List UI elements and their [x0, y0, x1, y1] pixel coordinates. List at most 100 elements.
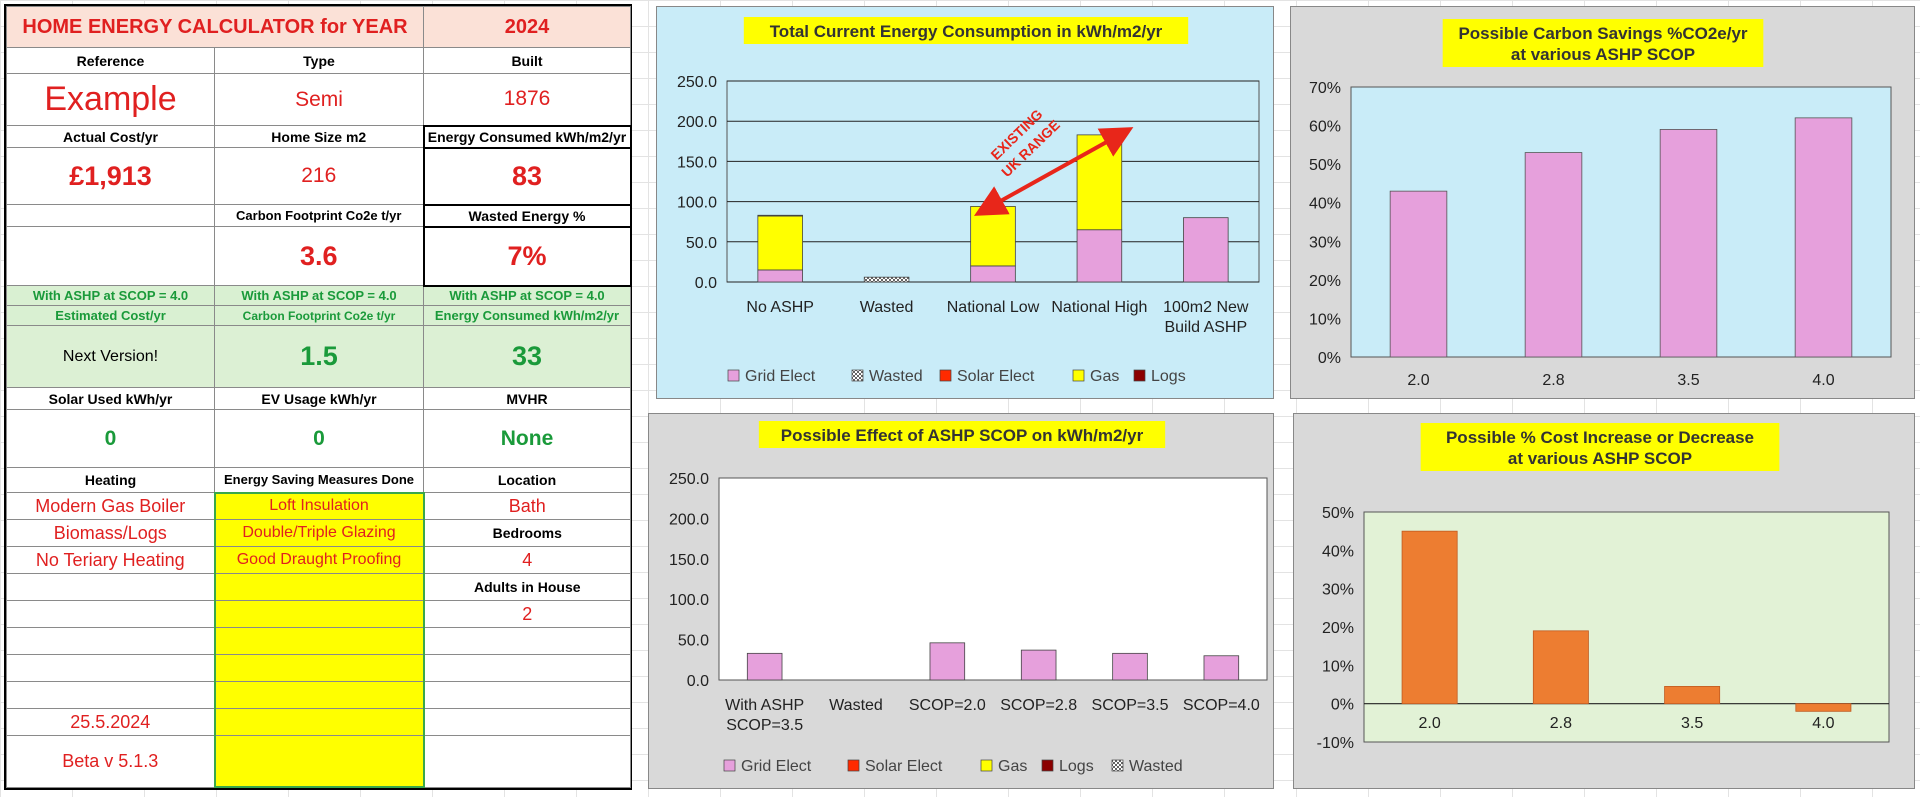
bar-segment: [863, 276, 910, 283]
measure-empty[interactable]: [213, 735, 425, 788]
ashp-energy-label[interactable]: Energy Consumed kWh/m2/yr: [423, 305, 631, 326]
ashp-carbon-label[interactable]: Carbon Footprint Co2e t/yr: [214, 305, 424, 326]
chart-title: Total Current Energy Consumption in kWh/…: [770, 22, 1163, 41]
year-cell[interactable]: 2024: [423, 6, 631, 48]
carbon-value[interactable]: 3.6: [214, 226, 424, 286]
built-label[interactable]: Built: [423, 47, 631, 74]
legend-swatch: [1041, 759, 1054, 772]
measure-empty[interactable]: [213, 627, 425, 655]
location-label[interactable]: Location: [423, 467, 631, 493]
y-tick-label: 100.0: [669, 592, 709, 609]
home-size-label[interactable]: Home Size m2: [214, 125, 424, 148]
blank-cell[interactable]: [6, 681, 215, 709]
reference-value[interactable]: Example: [6, 73, 215, 126]
wasted-label[interactable]: Wasted Energy %: [422, 203, 632, 228]
measure-3[interactable]: Good Draught Proofing: [213, 546, 425, 574]
blank-cell[interactable]: [6, 600, 215, 628]
bar-segment: [970, 206, 1016, 267]
blank-cell[interactable]: [423, 627, 631, 655]
measure-empty[interactable]: [213, 654, 425, 682]
home-size-value[interactable]: 216: [214, 147, 424, 205]
measure-empty[interactable]: [213, 708, 425, 736]
chart-scop-effect[interactable]: Possible Effect of ASHP SCOP on kWh/m2/y…: [648, 413, 1274, 789]
x-tick-label: Build ASHP: [1164, 319, 1247, 336]
legend-swatch: [723, 759, 736, 772]
blank-cell[interactable]: [6, 627, 215, 655]
bar: [1794, 117, 1853, 358]
solar-value[interactable]: 0: [6, 409, 215, 468]
measure-1[interactable]: Loft Insulation: [213, 491, 425, 520]
measure-empty[interactable]: [213, 600, 425, 628]
ashp-carbon-value[interactable]: 1.5: [214, 325, 424, 388]
built-value[interactable]: 1876: [423, 73, 631, 126]
bar: [1524, 152, 1583, 358]
x-tick-label: 2.0: [1407, 372, 1429, 389]
heating-3[interactable]: No Teriary Heating: [6, 546, 215, 574]
heating-label[interactable]: Heating: [6, 467, 215, 493]
actual-cost-label[interactable]: Actual Cost/yr: [6, 125, 215, 148]
type-value[interactable]: Semi: [214, 73, 424, 126]
bar-segment: [970, 265, 1016, 283]
actual-cost-value[interactable]: £1,913: [6, 147, 215, 205]
bar-segment: [1112, 652, 1148, 681]
blank-cell[interactable]: [6, 204, 215, 227]
y-tick-label: 40%: [1322, 543, 1354, 560]
location-value[interactable]: Bath: [423, 492, 631, 520]
bar-segment: [1203, 655, 1240, 681]
bar-segment: [1076, 134, 1123, 231]
bedrooms-label[interactable]: Bedrooms: [423, 519, 631, 547]
legend-swatch: [727, 369, 740, 382]
x-tick-label: SCOP=2.8: [1000, 697, 1077, 714]
reference-label[interactable]: Reference: [6, 47, 215, 74]
est-cost-label[interactable]: Estimated Cost/yr: [6, 305, 215, 326]
carbon-label[interactable]: Carbon Footprint Co2e t/yr: [214, 204, 424, 227]
measure-empty[interactable]: [213, 681, 425, 709]
wasted-value[interactable]: 7%: [422, 225, 632, 287]
measure-empty[interactable]: [213, 573, 425, 601]
ashp-label-3[interactable]: With ASHP at SCOP = 4.0: [423, 285, 631, 306]
blank-cell[interactable]: [423, 654, 631, 682]
legend-label: Solar Elect: [865, 758, 943, 775]
calculator-title[interactable]: HOME ENERGY CALCULATOR for YEAR: [6, 6, 424, 48]
ashp-label-1[interactable]: With ASHP at SCOP = 4.0: [6, 285, 215, 306]
heating-1[interactable]: Modern Gas Boiler: [6, 492, 215, 520]
est-cost-value[interactable]: Next Version!: [6, 325, 215, 388]
ev-label[interactable]: EV Usage kWh/yr: [214, 387, 424, 410]
ashp-label-2[interactable]: With ASHP at SCOP = 4.0: [214, 285, 424, 306]
adults-label[interactable]: Adults in House: [423, 573, 631, 601]
blank-cell[interactable]: [423, 681, 631, 709]
blank-cell[interactable]: [423, 708, 631, 736]
type-label[interactable]: Type: [214, 47, 424, 74]
chart-carbon-savings[interactable]: Possible Carbon Savings %CO2e/yr at vario…: [1290, 6, 1915, 399]
y-tick-label: 50%: [1309, 157, 1341, 174]
measure-2[interactable]: Double/Triple Glazing: [213, 519, 425, 547]
version-cell[interactable]: Beta v 5.1.3: [6, 735, 215, 788]
y-tick-label: 200.0: [677, 114, 717, 131]
bedrooms-value[interactable]: 4: [423, 546, 631, 574]
date-cell[interactable]: 25.5.2024: [6, 708, 215, 736]
chart-title: Possible Carbon Savings %CO2e/yr: [1458, 24, 1747, 43]
energy-consumed-label[interactable]: Energy Consumed kWh/m2/yr: [422, 124, 632, 149]
blank-cell[interactable]: [423, 735, 631, 788]
x-tick-label: 2.0: [1419, 715, 1441, 732]
chart-cost-change[interactable]: Possible % Cost Increase or Decrease at v…: [1293, 413, 1915, 789]
heating-2[interactable]: Biomass/Logs: [6, 519, 215, 547]
ashp-energy-value[interactable]: 33: [423, 325, 631, 388]
adults-value[interactable]: 2: [423, 600, 631, 628]
x-tick-label: 3.5: [1677, 372, 1699, 389]
chart-total-energy[interactable]: Total Current Energy Consumption in kWh/…: [656, 6, 1274, 399]
ev-value[interactable]: 0: [214, 409, 424, 468]
solar-label[interactable]: Solar Used kWh/yr: [6, 387, 215, 410]
mvhr-value[interactable]: None: [423, 409, 631, 468]
y-tick-label: 20%: [1309, 273, 1341, 290]
blank-cell[interactable]: [6, 226, 215, 286]
plot-area: [718, 477, 1268, 681]
y-tick-label: 0%: [1331, 697, 1354, 714]
mvhr-label[interactable]: MVHR: [423, 387, 631, 410]
energy-consumed-value[interactable]: 83: [422, 146, 632, 206]
bar-segment: [929, 642, 966, 681]
chart-title-box: [758, 421, 1166, 448]
measures-label[interactable]: Energy Saving Measures Done: [214, 467, 424, 493]
blank-cell[interactable]: [6, 654, 215, 682]
blank-cell[interactable]: [6, 573, 215, 601]
